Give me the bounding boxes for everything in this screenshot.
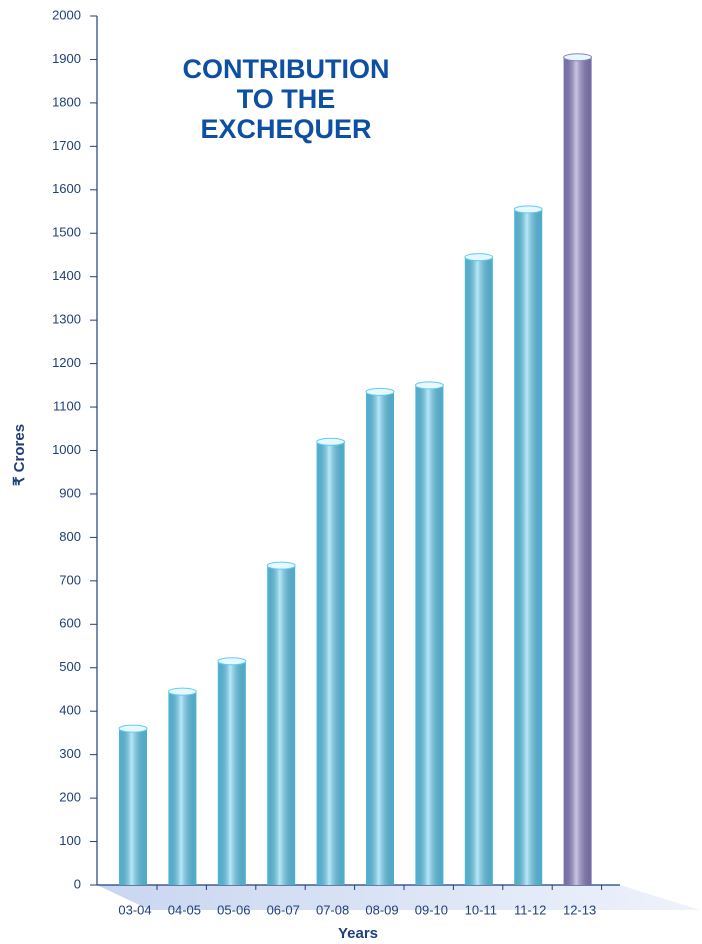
bar-cap <box>513 205 543 214</box>
bar-shade <box>316 441 345 885</box>
y-tick-label: 1400 <box>52 268 81 283</box>
y-tick-label: 1600 <box>52 181 81 196</box>
bar-shade <box>563 57 592 885</box>
y-tick-label: 0 <box>74 876 81 891</box>
y-tick-label: 900 <box>59 485 81 500</box>
x-tick-label: 10-11 <box>465 902 497 917</box>
y-tick-label: 1000 <box>52 442 81 457</box>
bar-cap <box>414 381 444 390</box>
bar-cap <box>217 657 247 666</box>
x-tick-label: 04-05 <box>168 902 201 917</box>
y-tick-label: 1500 <box>52 225 81 240</box>
bar-shade <box>464 257 493 886</box>
x-tick-label: 12-13 <box>563 902 596 917</box>
chart-title: CONTRIBUTION TO THE EXCHEQUER <box>182 54 390 144</box>
y-tick-label: 100 <box>59 833 81 848</box>
x-tick-label: 06-07 <box>267 902 300 917</box>
floor <box>97 885 700 910</box>
x-tick-label: 03-04 <box>118 902 151 917</box>
y-tick-label: 2000 <box>52 7 81 22</box>
y-tick-label: 200 <box>59 790 81 805</box>
bar-shade <box>119 728 147 885</box>
y-tick-label: 1700 <box>52 138 81 153</box>
y-tick-label: 1300 <box>52 312 81 327</box>
bar-shade <box>415 385 444 885</box>
bar-shade <box>366 391 394 885</box>
x-tick-label: 08-09 <box>365 902 398 917</box>
x-tick-label: 05-06 <box>217 902 250 917</box>
y-tick-label: 600 <box>59 616 81 631</box>
x-tick-label: 07-08 <box>316 902 349 917</box>
bar-shade <box>217 661 246 885</box>
bar-shade <box>267 565 296 885</box>
y-tick-label: 400 <box>59 703 81 718</box>
bar-shade <box>168 691 197 885</box>
y-tick-label: 700 <box>59 572 81 587</box>
y-tick-label: 1800 <box>52 94 81 109</box>
bar-cap <box>266 561 296 570</box>
y-tick-label: 1100 <box>53 398 81 413</box>
y-tick-label: 300 <box>59 746 81 761</box>
y-axis-label: ₹ Crores <box>11 424 28 486</box>
y-tick-label: 500 <box>59 659 81 674</box>
y-tick-label: 1900 <box>52 51 81 66</box>
bar-cap <box>365 387 395 396</box>
x-tick-label: 09-10 <box>415 902 448 917</box>
x-axis-label: Years <box>338 925 378 942</box>
bar-cap <box>563 53 593 62</box>
y-tick-label: 1200 <box>52 355 81 370</box>
bar-cap <box>464 253 494 262</box>
y-tick-label: 800 <box>59 529 81 544</box>
bar-cap <box>118 724 148 733</box>
bar-cap <box>316 437 346 446</box>
bar-cap <box>167 687 197 696</box>
bar-shade <box>514 209 543 886</box>
x-tick-label: 11-12 <box>514 902 546 917</box>
